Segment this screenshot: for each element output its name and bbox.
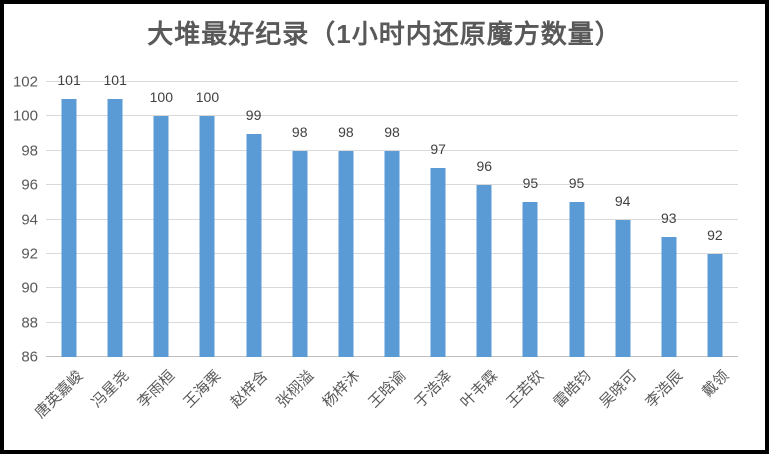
bar [569,202,585,357]
bar [153,116,169,357]
bar-value-label: 99 [245,106,262,123]
bar [707,253,723,357]
y-tick-label: 100 [12,107,38,125]
bar-value-label: 95 [522,175,539,192]
chart-title: 大堆最好纪录（1小时内还原魔方数量） [147,19,622,49]
bar-value-label: 98 [338,123,354,140]
plot-area: 101 101 100 100 99 98 98 98 97 96 95 95 94 93 92 [46,73,738,357]
x-axis-category-labels: 唐英嘉峻 冯星尧 李雨桓 王海栗 赵梓含 张栩溢 杨梓沐 王晗谕 于浩泽 叶韦霖 王若钦 雷皓钧 吴晓可… [32,364,738,450]
bar [292,150,308,357]
bar [476,185,492,357]
bar [107,99,123,357]
bar-value-label: 96 [476,158,493,175]
bar-value-label: 92 [707,226,723,243]
gridline [46,149,738,151]
bar-value-label: 97 [430,140,446,157]
bar-value-label: 95 [568,175,585,192]
bar [522,202,538,357]
y-tick-label: 102 [12,73,38,91]
bar [661,236,677,357]
y-tick-label: 98 [21,142,38,160]
x-category-label: 唐英嘉峻 [31,367,87,422]
gridline [46,81,738,82]
bar [430,167,446,357]
bar [246,133,262,357]
y-tick-label: 94 [21,211,38,228]
bar [338,150,354,357]
bar-value-label: 94 [614,192,631,209]
bar-value-label: 98 [291,123,308,140]
bar-value-label: 100 [195,89,220,106]
bar [615,219,631,357]
y-tick-label: 86 [21,348,38,366]
bar-value-label: 98 [384,123,400,140]
y-tick-label: 90 [21,279,38,297]
bar-value-label: 93 [661,209,677,226]
gridline [46,115,738,117]
y-tick-label: 88 [21,314,38,332]
bar [384,150,400,357]
y-tick-label: 92 [21,245,38,263]
bar-value-label: 101 [57,72,81,89]
y-axis-tick-labels: 86 88 90 92 94 96 98 100 102 [4,75,40,365]
bar-value-label: 101 [103,72,127,89]
bar [199,116,215,357]
bar-value-label: 100 [149,89,174,106]
y-tick-label: 96 [21,176,38,194]
bar [61,99,77,357]
